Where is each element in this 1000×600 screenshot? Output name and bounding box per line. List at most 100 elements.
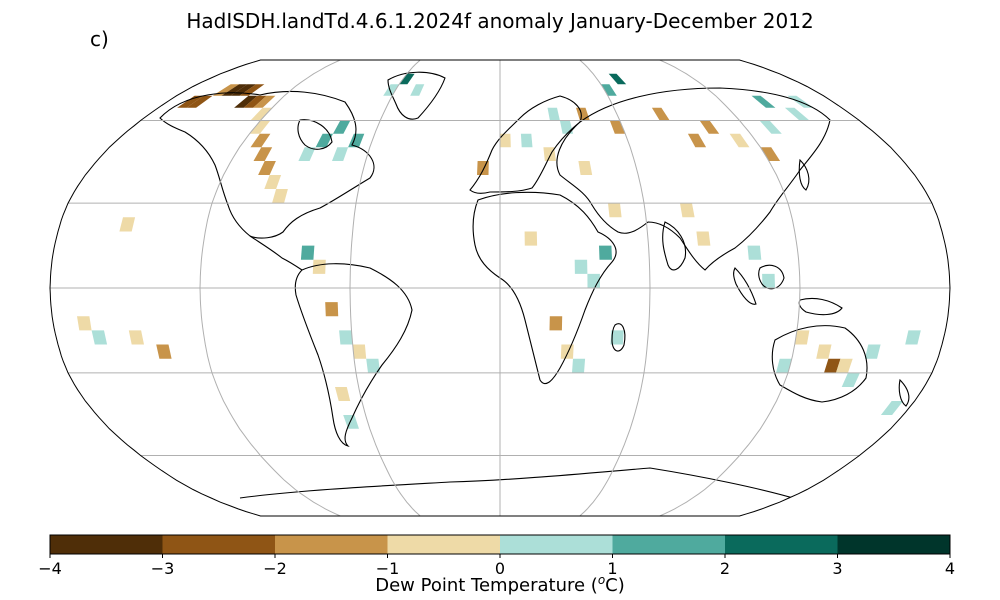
anomaly-cell xyxy=(325,302,339,317)
anomaly-cell xyxy=(312,259,326,274)
anomaly-cell xyxy=(250,133,271,148)
colorbar-bin xyxy=(612,535,726,554)
colorbar-tick-label: 1 xyxy=(607,559,617,578)
anomaly-cell xyxy=(383,84,399,96)
colorbar-tick-label: 2 xyxy=(720,559,730,578)
madagascar-coastline xyxy=(611,323,626,352)
colorbar-bin xyxy=(837,535,951,554)
longitude-gridline xyxy=(349,60,421,516)
india-coastline xyxy=(662,221,687,271)
anomaly-cell xyxy=(784,107,810,121)
anomaly-cell xyxy=(864,344,881,359)
hudson-bay-coastline xyxy=(297,119,333,150)
new-zealand-coastline xyxy=(898,378,910,407)
colorbar-label: Dew Point Temperature (oC) xyxy=(375,573,625,596)
anomaly-cell xyxy=(520,133,533,148)
central-america-coastline xyxy=(249,235,303,271)
anomaly-cell xyxy=(747,245,762,260)
anomaly-cell xyxy=(836,358,853,373)
colorbar-tick-label: 0 xyxy=(495,559,505,578)
anomaly-cell xyxy=(186,95,213,108)
anomaly-cell xyxy=(249,120,271,134)
colorbar-tick-label: −4 xyxy=(38,559,62,578)
anomaly-cell xyxy=(880,401,904,415)
anomaly-cell xyxy=(253,147,273,161)
anomaly-cell xyxy=(272,189,288,204)
anomaly-cell xyxy=(177,95,204,108)
anomaly-cell xyxy=(339,330,353,345)
anomaly-cell xyxy=(578,161,593,175)
anomaly-cell xyxy=(729,133,750,148)
anomaly-cell xyxy=(335,387,351,401)
anomaly-cell xyxy=(751,95,776,108)
anomaly-cell xyxy=(776,358,792,373)
anomaly-cell xyxy=(574,259,588,274)
anomaly-cell xyxy=(651,107,670,121)
anomaly-cell xyxy=(300,245,315,260)
anomaly-cell xyxy=(608,73,627,85)
asia-coastline xyxy=(556,87,831,271)
anomaly-cell xyxy=(549,316,563,331)
anomaly-cell xyxy=(250,107,273,121)
colorbar-tick-label: −1 xyxy=(376,559,400,578)
new-guinea-coastline xyxy=(798,297,843,316)
map-border xyxy=(49,59,951,517)
anomaly-cell xyxy=(243,95,267,108)
anomaly-cell xyxy=(366,358,380,373)
anomaly-cell xyxy=(315,133,333,148)
colorbar-bin xyxy=(50,535,163,554)
anomaly-cell xyxy=(258,161,276,175)
colorbar-bin xyxy=(162,535,276,554)
anomaly-cell xyxy=(399,73,415,85)
japan-coastline xyxy=(798,158,810,191)
anomaly-cell xyxy=(547,107,560,121)
anomaly-cell xyxy=(119,217,136,232)
longitude-gridline xyxy=(579,60,651,516)
anomaly-cell xyxy=(128,330,144,345)
anomaly-cell xyxy=(610,330,624,345)
figure-title: HadISDH.landTd.4.6.1.2024f anomaly Janua… xyxy=(186,9,814,33)
anomaly-cell xyxy=(599,245,612,260)
anomaly-cell xyxy=(699,120,720,134)
colorbar-tick-label: −3 xyxy=(151,559,175,578)
south-america-coastline xyxy=(294,263,413,448)
anomaly-cell xyxy=(477,161,489,175)
anomaly-cell xyxy=(609,120,626,134)
anomaly-cell xyxy=(264,175,282,189)
anomaly-cell xyxy=(560,344,574,359)
colorbar: −4 −3 −2 −1 0 1 2 3 4 xyxy=(38,534,955,578)
anomaly-cell xyxy=(794,330,810,345)
anomaly-cell xyxy=(77,316,92,331)
anomaly-cell xyxy=(333,120,351,134)
anomaly-cell xyxy=(332,147,349,161)
colorbar-tick-label: 4 xyxy=(945,559,955,578)
anomaly-cell xyxy=(156,344,172,359)
anomaly-cell xyxy=(343,415,359,429)
anomaly-cell xyxy=(687,133,707,148)
anomaly-cell xyxy=(234,95,258,108)
longitude-gridline xyxy=(199,60,341,516)
greenland-coastline xyxy=(387,71,446,120)
anomaly-cell xyxy=(91,330,108,345)
australia-coastline xyxy=(771,325,868,403)
sumatra-coastline xyxy=(733,267,757,305)
anomaly-cell xyxy=(601,84,617,96)
anomaly-cell xyxy=(253,95,276,108)
anomaly-cell xyxy=(298,147,316,161)
anomaly-cell xyxy=(841,372,860,387)
anomaly-cell xyxy=(352,344,367,359)
anomaly-cell xyxy=(759,120,782,134)
coastlines xyxy=(159,71,910,501)
colorbar-bin xyxy=(387,535,501,554)
anomaly-cell xyxy=(816,344,832,359)
panel-label: c) xyxy=(90,27,109,51)
anomaly-cell xyxy=(762,273,775,288)
antarctica-coastline xyxy=(239,467,801,501)
graticule xyxy=(50,60,950,516)
anomaly-cell xyxy=(680,203,695,218)
colorbar-bin xyxy=(275,535,388,554)
colorbar-bin xyxy=(725,535,838,554)
anomaly-cell xyxy=(572,358,586,373)
